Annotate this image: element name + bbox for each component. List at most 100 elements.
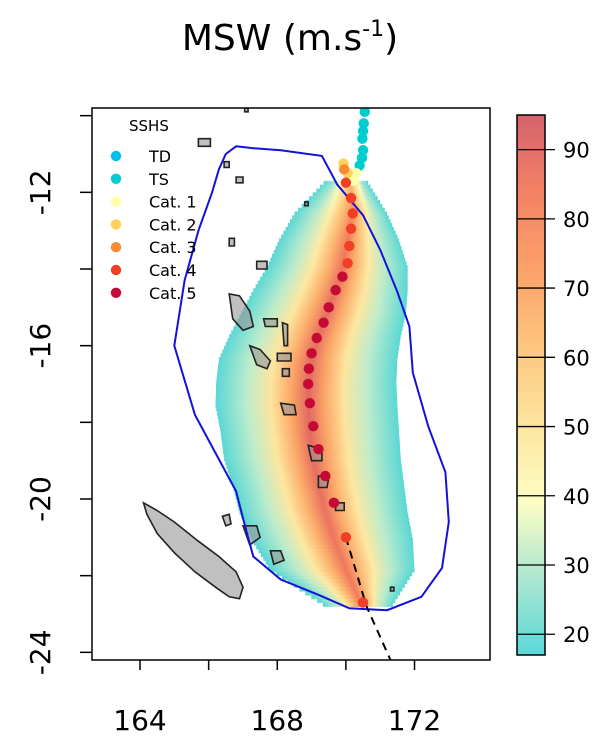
field-row: [230, 476, 404, 481]
field-row: [216, 407, 398, 412]
track-point: [357, 144, 369, 156]
track-point: [302, 378, 314, 390]
chart-title-close: ): [384, 18, 398, 59]
track-point: [342, 258, 353, 269]
land-santa_cruz: [197, 137, 212, 148]
field-row: [272, 253, 404, 259]
field-row: [266, 265, 408, 270]
legend-marker: [110, 242, 122, 253]
field-row: [249, 533, 413, 538]
wind-field-boundary: [173, 145, 450, 612]
field-row: [258, 548, 414, 554]
track-point: [345, 192, 357, 204]
y-tick-label: -16: [24, 323, 57, 369]
field-row: [247, 299, 407, 305]
field-row: [275, 246, 402, 251]
chart-title-unit-sup: -1: [362, 17, 384, 42]
field-row: [262, 272, 408, 278]
track-point: [320, 470, 331, 482]
colorbar-tick-label: 80: [563, 208, 590, 232]
legend-marker: [110, 219, 122, 230]
field-row: [228, 472, 403, 477]
field-row: [282, 575, 410, 581]
field-row: [244, 522, 410, 527]
field-row: [268, 261, 407, 266]
legend-label: Cat. 5: [149, 284, 197, 303]
field-row: [225, 341, 400, 347]
track-point: [313, 443, 324, 455]
land-pentecost: [281, 321, 289, 347]
land-efate: [279, 402, 298, 416]
field-row: [260, 276, 408, 282]
field-row: [251, 537, 413, 542]
field-row: [239, 510, 408, 515]
track-point: [308, 420, 319, 432]
legend-marker: [110, 287, 122, 298]
track-point: [347, 208, 358, 219]
field-row: [305, 591, 401, 596]
field-row: [298, 207, 385, 213]
track-point: [338, 164, 350, 175]
field-row: [242, 518, 410, 523]
legend-label: Cat. 3: [149, 238, 197, 257]
y-axis: -12 -16 -20 -24: [24, 114, 92, 675]
track-point: [340, 532, 352, 543]
field-row: [270, 257, 406, 262]
land-torres: [228, 237, 236, 247]
field-row: [285, 226, 394, 232]
legend-label: Cat. 1: [149, 193, 197, 212]
field-row: [264, 269, 408, 274]
field-row: [292, 215, 389, 220]
field-row: [216, 410, 398, 416]
track-point: [330, 284, 341, 296]
land-epi: [281, 367, 291, 378]
y-tick-label: -20: [24, 476, 57, 522]
field-row: [305, 200, 380, 205]
legend-marker: [110, 150, 122, 162]
field-row: [299, 587, 403, 592]
colorbar: 20 30 40 50 60 70 80 90: [516, 114, 590, 656]
colorbar-tick-label: 20: [563, 623, 590, 647]
track-point: [323, 302, 334, 313]
field-row: [239, 315, 406, 320]
legend-label: TD: [148, 147, 171, 166]
legend-label: TS: [148, 170, 169, 189]
legend-marker: [110, 196, 122, 207]
field-row: [276, 571, 413, 577]
field-row: [253, 541, 414, 546]
land-malekula: [248, 344, 272, 370]
field-row: [290, 219, 391, 224]
land-new_caledonia: [142, 501, 244, 600]
track-point: [303, 363, 315, 374]
field-row: [231, 330, 402, 335]
field-row: [263, 556, 414, 561]
plot-frame: [91, 107, 491, 661]
field-row: [249, 295, 408, 301]
land-utupua: [223, 160, 230, 169]
map-plot: [91, 107, 491, 661]
y-tick-label: -24: [24, 629, 57, 675]
y-tick-label: -12: [24, 169, 57, 215]
field-row: [260, 552, 414, 558]
x-tick-label: 172: [388, 704, 441, 737]
field-row: [256, 545, 414, 550]
legend: SSHS TD TS Cat. 1 Cat. 2 Cat. 3 Cat. 4 Cat. 5: [110, 117, 197, 303]
field-row: [222, 441, 400, 446]
field-row: [241, 514, 409, 519]
track-point: [340, 177, 352, 188]
field-row: [226, 464, 402, 469]
chart-title: MSW (m.s-1): [182, 17, 398, 59]
track-point: [358, 118, 369, 129]
land-tikopia: [303, 201, 309, 207]
field-row: [251, 292, 408, 297]
legend-label: Cat. 2: [149, 215, 197, 234]
field-row: [255, 284, 408, 289]
colorbar-tick-label: 40: [563, 485, 590, 509]
field-row: [225, 460, 402, 466]
field-row: [236, 499, 407, 504]
land-duff: [243, 108, 249, 113]
field-row: [246, 525, 411, 531]
field-row: [235, 495, 406, 500]
field-row: [237, 502, 407, 508]
